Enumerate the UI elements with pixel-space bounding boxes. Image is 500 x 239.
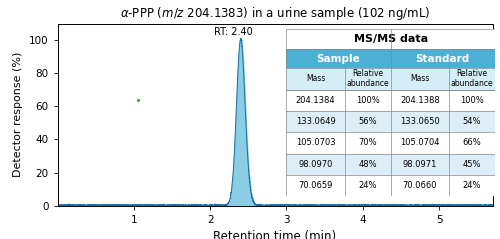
FancyBboxPatch shape: [449, 90, 495, 111]
FancyBboxPatch shape: [449, 175, 495, 196]
Text: Relative
abundance: Relative abundance: [346, 69, 389, 88]
Text: 66%: 66%: [462, 138, 481, 147]
FancyBboxPatch shape: [390, 111, 449, 132]
Text: Sample: Sample: [316, 54, 360, 64]
Text: 24%: 24%: [358, 181, 377, 190]
Text: 70.0659: 70.0659: [298, 181, 333, 190]
FancyBboxPatch shape: [345, 111, 391, 132]
Title: $\alpha$-PPP ($\mathit{m/z}$ 204.1383) in a urine sample (102 ng/mL): $\alpha$-PPP ($\mathit{m/z}$ 204.1383) i…: [120, 5, 430, 22]
FancyBboxPatch shape: [286, 29, 495, 49]
FancyBboxPatch shape: [286, 49, 391, 68]
Text: 105.0704: 105.0704: [400, 138, 440, 147]
Text: MS/MS data: MS/MS data: [354, 34, 428, 44]
FancyBboxPatch shape: [286, 68, 345, 90]
Text: RT: 2.40: RT: 2.40: [214, 27, 252, 37]
Text: 45%: 45%: [463, 160, 481, 169]
Y-axis label: Detector response (%): Detector response (%): [14, 52, 24, 177]
FancyBboxPatch shape: [449, 132, 495, 154]
FancyBboxPatch shape: [449, 154, 495, 175]
FancyBboxPatch shape: [390, 175, 449, 196]
X-axis label: Retention time (min): Retention time (min): [214, 230, 336, 239]
Text: 24%: 24%: [463, 181, 481, 190]
FancyBboxPatch shape: [449, 68, 495, 90]
FancyBboxPatch shape: [286, 132, 345, 154]
Text: 204.1384: 204.1384: [296, 96, 336, 105]
FancyBboxPatch shape: [390, 154, 449, 175]
FancyBboxPatch shape: [345, 132, 391, 154]
FancyBboxPatch shape: [390, 132, 449, 154]
Text: 54%: 54%: [463, 117, 481, 126]
FancyBboxPatch shape: [286, 111, 345, 132]
FancyBboxPatch shape: [345, 175, 391, 196]
Text: 204.1388: 204.1388: [400, 96, 440, 105]
FancyBboxPatch shape: [390, 90, 449, 111]
FancyBboxPatch shape: [345, 90, 391, 111]
Text: 105.0703: 105.0703: [296, 138, 336, 147]
Text: 48%: 48%: [358, 160, 377, 169]
FancyBboxPatch shape: [449, 111, 495, 132]
Text: 133.0649: 133.0649: [296, 117, 336, 126]
FancyBboxPatch shape: [345, 68, 391, 90]
Text: 133.0650: 133.0650: [400, 117, 440, 126]
FancyBboxPatch shape: [390, 49, 495, 68]
Text: Mass: Mass: [306, 74, 326, 83]
Text: 70.0660: 70.0660: [402, 181, 437, 190]
Text: 100%: 100%: [460, 96, 484, 105]
Text: Relative
abundance: Relative abundance: [450, 69, 494, 88]
FancyBboxPatch shape: [390, 68, 449, 90]
FancyBboxPatch shape: [286, 29, 495, 196]
Text: 70%: 70%: [358, 138, 377, 147]
Text: Mass: Mass: [410, 74, 430, 83]
FancyBboxPatch shape: [286, 154, 345, 175]
Text: 100%: 100%: [356, 96, 380, 105]
Text: 56%: 56%: [358, 117, 377, 126]
Text: 98.0971: 98.0971: [402, 160, 437, 169]
FancyBboxPatch shape: [286, 90, 345, 111]
FancyBboxPatch shape: [286, 175, 345, 196]
FancyBboxPatch shape: [345, 154, 391, 175]
Text: Standard: Standard: [416, 54, 470, 64]
Text: 98.0970: 98.0970: [298, 160, 333, 169]
